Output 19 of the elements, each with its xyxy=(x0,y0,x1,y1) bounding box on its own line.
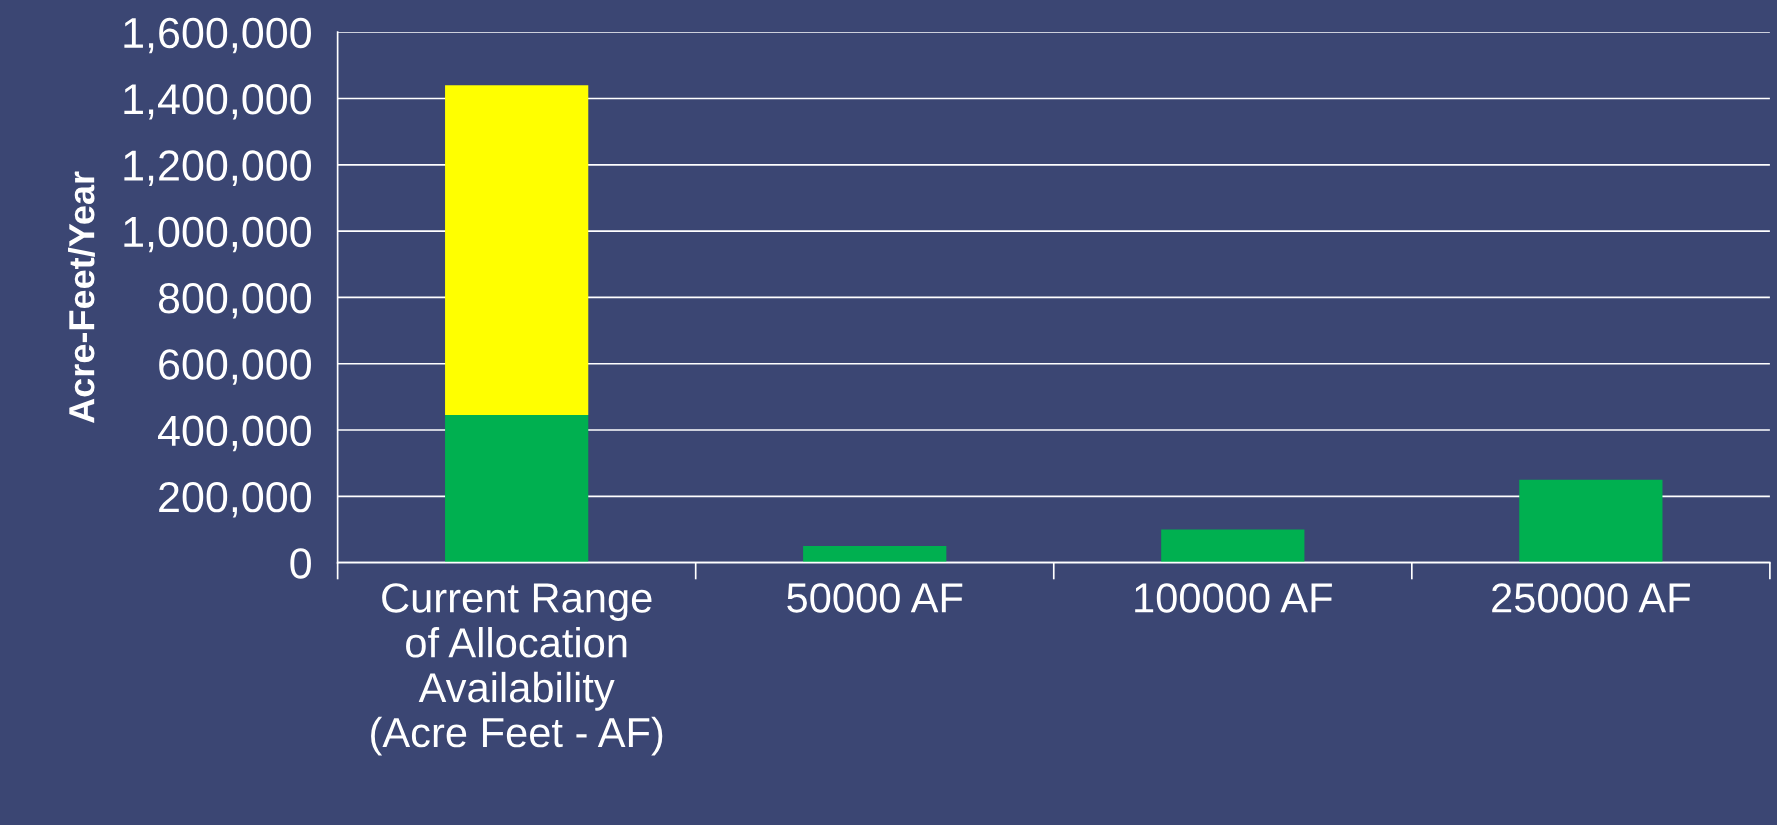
y-tick-label: 1,600,000 xyxy=(124,17,311,54)
bar xyxy=(803,546,947,563)
y-tick-label: 1,200,000 xyxy=(124,150,311,186)
bar xyxy=(1519,479,1663,563)
y-tick-label: 600,000 xyxy=(159,349,311,385)
bar xyxy=(445,85,589,416)
x-tick-label: 50000 AF xyxy=(787,583,963,613)
x-tick-label: Current Range of Allocation Availability (Acre Feet - AF) xyxy=(371,583,663,756)
y-tick-label: 1,400,000 xyxy=(124,84,311,120)
y-tick-label: 1,000,000 xyxy=(124,216,311,253)
y-tick-label: 0 xyxy=(290,548,311,579)
x-tick-label: 250000 AF xyxy=(1492,583,1690,613)
x-tick-label: 100000 AF xyxy=(1135,583,1332,613)
y-tick-label: 200,000 xyxy=(159,481,311,518)
bar xyxy=(445,415,589,563)
y-tick-label: 800,000 xyxy=(158,282,311,319)
y-axis-title: Acre-Feet/Year xyxy=(68,171,95,423)
y-tick-label: 400,000 xyxy=(158,415,311,452)
bar xyxy=(1161,529,1305,563)
